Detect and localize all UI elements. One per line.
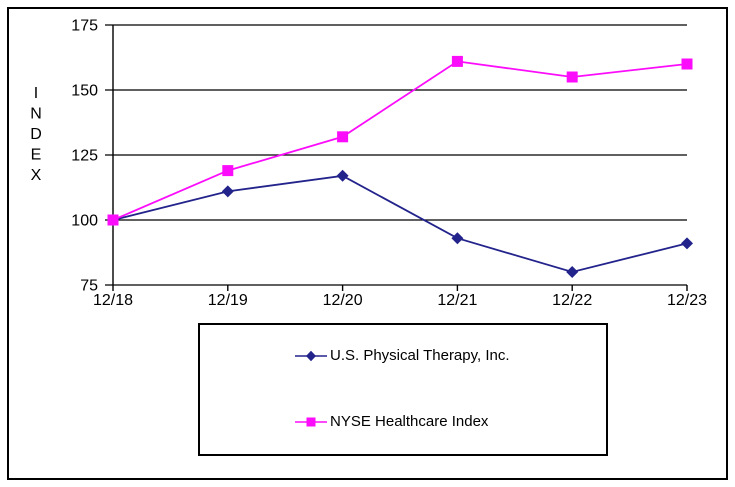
x-tick-label: 12/20	[323, 292, 363, 309]
image-border	[7, 7, 728, 480]
series-line-1	[112, 60, 688, 221]
x-tick-label: 12/23	[667, 292, 707, 309]
x-tick-label: 12/18	[93, 292, 133, 309]
y-tick-label: 100	[71, 213, 98, 230]
y-axis-title-letter: X	[31, 167, 42, 184]
y-tick-label: 125	[71, 148, 98, 165]
x-tick-label: 12/21	[437, 292, 477, 309]
legend-diamond-marker-icon	[295, 350, 327, 362]
y-axis-title-letter: E	[31, 147, 42, 164]
x-tick-label: 12/22	[552, 292, 592, 309]
y-axis-title-letter: D	[30, 126, 42, 143]
data-point-marker	[566, 71, 578, 83]
legend-box: U.S. Physical Therapy, Inc. NYSE Healthc…	[198, 323, 608, 456]
y-tick-label: 150	[71, 83, 98, 100]
y-tick-label: 75	[80, 278, 98, 295]
x-tick-label: 12/19	[208, 292, 248, 309]
data-point-marker	[107, 214, 119, 226]
y-tick-label: 175	[71, 18, 98, 35]
legend-label-usph: U.S. Physical Therapy, Inc.	[330, 347, 510, 364]
data-point-marker	[336, 169, 349, 182]
data-point-marker	[451, 232, 464, 245]
legend-label-nyse: NYSE Healthcare Index	[330, 413, 489, 430]
data-point-marker	[451, 55, 463, 67]
data-point-marker	[681, 58, 693, 70]
data-point-marker	[681, 237, 693, 250]
legend-item-usph: U.S. Physical Therapy, Inc.	[295, 347, 510, 365]
y-axis-title-letter: N	[30, 106, 42, 123]
y-axis-title-letter: I	[34, 85, 38, 102]
data-point-marker	[221, 185, 234, 198]
data-point-marker	[337, 131, 349, 143]
data-point-marker	[566, 266, 579, 278]
data-point-marker	[222, 165, 234, 177]
legend-square-marker-icon	[295, 417, 327, 427]
series-line-0	[112, 174, 688, 273]
legend-item-nyse: NYSE Healthcare Index	[295, 413, 488, 431]
